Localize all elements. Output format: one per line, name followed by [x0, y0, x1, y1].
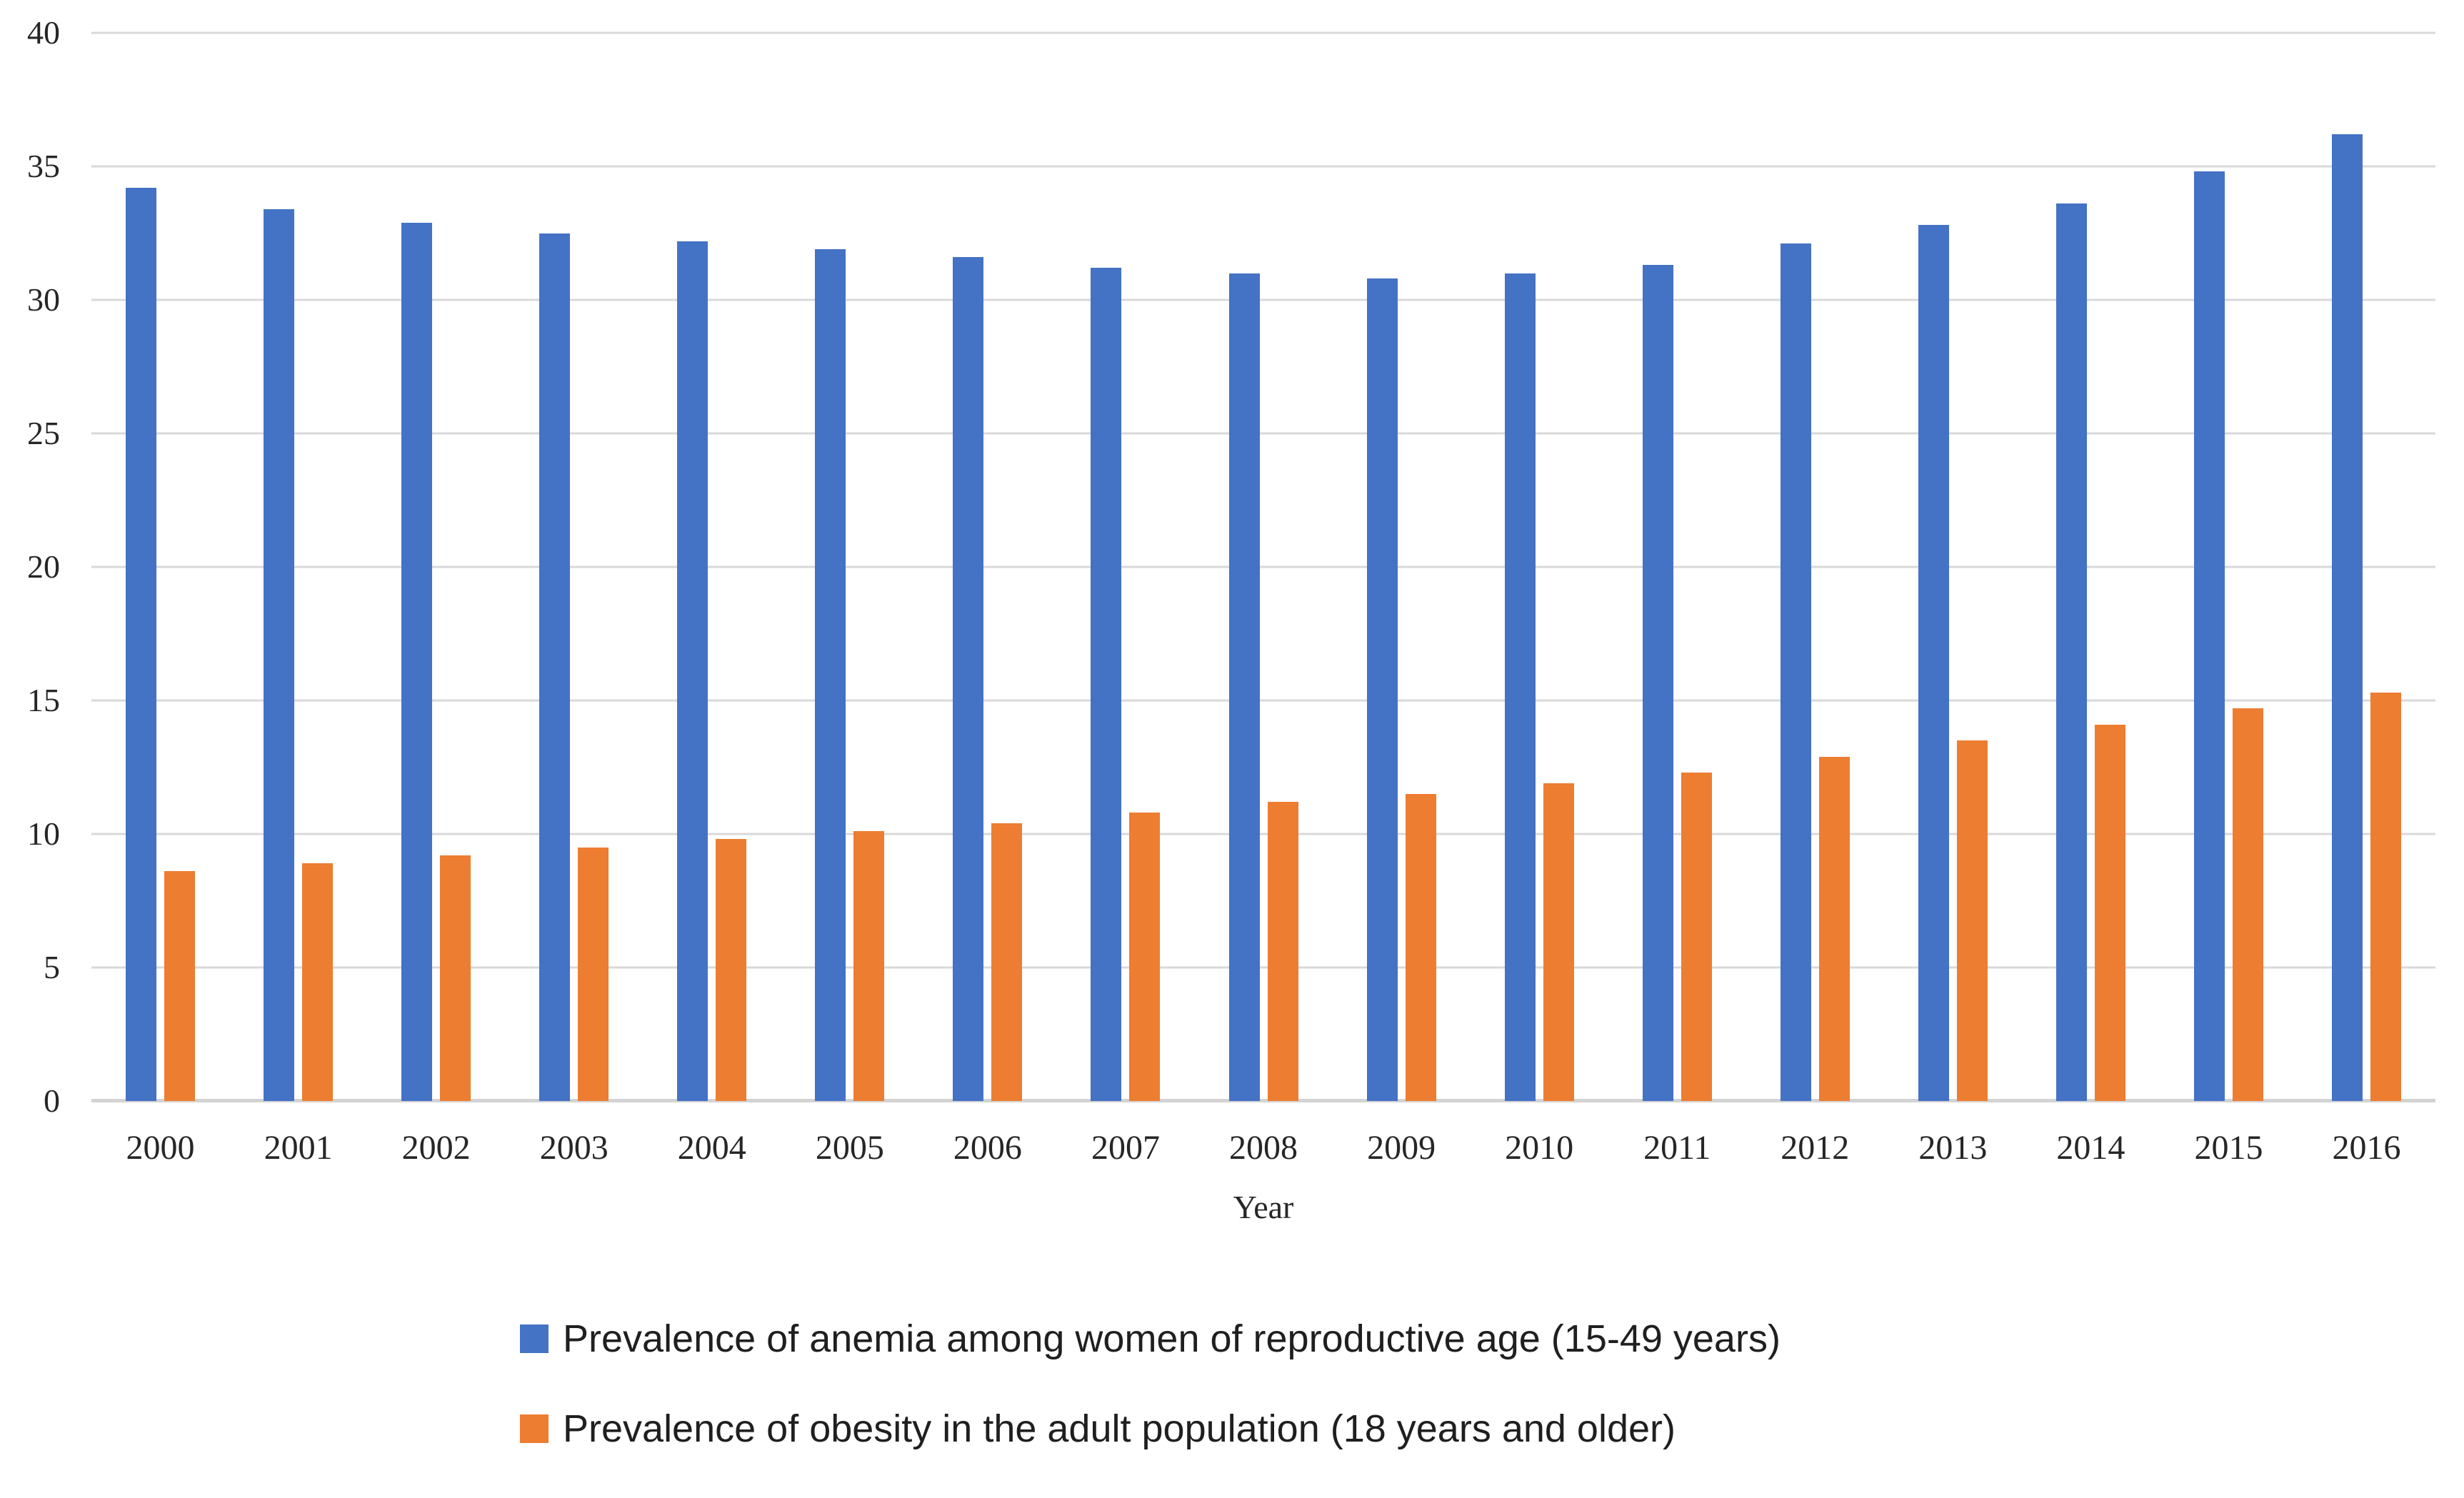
bar-obesity-2007: [1129, 813, 1161, 1101]
gridline: [91, 699, 2435, 702]
plot-area: [91, 31, 2435, 1102]
gridline: [91, 298, 2435, 301]
y-axis-labels: 0 5 10 15 20 25 30 35 40: [0, 16, 60, 1117]
x-tick-label: 2004: [677, 1129, 746, 1167]
x-axis-labels: 2000 2001 2002 2003 2004 2005 2006 2007 2008 2009…: [91, 1131, 2435, 1165]
x-tick-label: 2003: [539, 1129, 609, 1167]
bar-group-2015: [2160, 33, 2298, 1101]
legend-marker-anemia-icon: [520, 1324, 549, 1353]
x-tick-label: 2011: [1643, 1129, 1711, 1167]
bar-obesity-2015: [2232, 708, 2263, 1101]
x-tick-label: 2008: [1229, 1129, 1298, 1167]
bar-group-2012: [1746, 33, 1884, 1101]
y-tick-label: 35: [27, 148, 60, 184]
bar-group-2011: [1608, 33, 1746, 1101]
legend-marker-obesity-icon: [520, 1414, 549, 1443]
bar-anemia-2016: [2332, 134, 2363, 1101]
bar-anemia-2014: [2055, 203, 2087, 1101]
bar-obesity-2013: [1956, 740, 1988, 1101]
x-tick-label: 2015: [2194, 1129, 2263, 1167]
bar-anemia-2002: [401, 222, 433, 1101]
bar-group-2007: [1056, 33, 1194, 1101]
bar-anemia-2003: [539, 233, 571, 1101]
x-tick-label: 2016: [2332, 1129, 2401, 1167]
y-tick-label: 40: [27, 14, 60, 51]
x-tick-label: 2002: [401, 1129, 471, 1167]
x-tick-label: 2012: [1781, 1129, 1850, 1167]
bar-group-2003: [505, 33, 643, 1101]
legend-item-obesity: Prevalence of obesity in the adult popul…: [520, 1408, 1781, 1449]
y-tick-label: 15: [27, 682, 60, 718]
legend: Prevalence of anemia among women of repr…: [520, 1318, 1781, 1498]
bar-anemia-2006: [953, 257, 984, 1101]
bar-groups: [91, 33, 2435, 1101]
bar-anemia-2005: [815, 248, 846, 1101]
gridline: [91, 966, 2435, 969]
bar-anemia-2001: [264, 208, 295, 1101]
x-tick-label: 2000: [126, 1129, 195, 1167]
bar-anemia-2010: [1504, 273, 1536, 1101]
gridline: [91, 31, 2435, 34]
bar-anemia-2004: [677, 241, 708, 1101]
bar-obesity-2012: [1818, 756, 1850, 1101]
bar-obesity-2016: [2370, 692, 2402, 1101]
gridline: [91, 565, 2435, 568]
bar-group-2013: [1884, 33, 2022, 1101]
y-tick-label: 0: [44, 1082, 60, 1119]
x-tick-label: 2013: [1918, 1129, 1988, 1167]
legend-label-anemia: Prevalence of anemia among women of repr…: [563, 1317, 1781, 1360]
bar-group-2009: [1333, 33, 1471, 1101]
bar-anemia-2008: [1228, 273, 1260, 1101]
bar-group-2000: [91, 33, 229, 1101]
bar-group-2016: [2298, 33, 2435, 1101]
y-tick-label: 25: [27, 415, 60, 451]
x-tick-label: 2005: [815, 1129, 884, 1167]
bar-group-2010: [1471, 33, 1608, 1101]
bar-anemia-2011: [1642, 265, 1673, 1101]
y-tick-label: 5: [44, 949, 60, 985]
bar-group-2002: [367, 33, 505, 1101]
y-tick-label: 20: [27, 548, 60, 585]
bar-group-2008: [1195, 33, 1333, 1101]
bar-group-2005: [781, 33, 918, 1101]
bar-anemia-2009: [1366, 278, 1398, 1101]
bar-anemia-2000: [126, 187, 157, 1101]
bar-obesity-2001: [302, 863, 334, 1101]
x-tick-label: 2014: [2056, 1129, 2125, 1167]
bar-group-2006: [918, 33, 1056, 1101]
x-axis-title: Year: [1233, 1189, 1294, 1225]
bar-obesity-2005: [853, 831, 885, 1101]
bar-obesity-2014: [2094, 724, 2125, 1101]
bar-obesity-2009: [1405, 793, 1436, 1101]
y-tick-label: 30: [27, 281, 60, 318]
bar-obesity-2010: [1543, 783, 1574, 1101]
x-tick-label: 2001: [264, 1129, 333, 1167]
gridline: [91, 833, 2435, 835]
bar-group-2004: [643, 33, 781, 1101]
bar-group-2014: [2022, 33, 2160, 1101]
bar-group-2001: [229, 33, 367, 1101]
legend-item-anemia: Prevalence of anemia among women of repr…: [520, 1318, 1781, 1359]
bar-obesity-2002: [440, 855, 471, 1101]
bar-anemia-2015: [2193, 171, 2225, 1101]
bar-obesity-2003: [578, 847, 609, 1101]
x-axis-line: [91, 1099, 2435, 1102]
bar-obesity-2000: [164, 871, 196, 1101]
bar-obesity-2004: [716, 839, 747, 1101]
x-tick-label: 2010: [1505, 1129, 1574, 1167]
bar-obesity-2008: [1267, 802, 1298, 1101]
x-tick-label: 2006: [953, 1129, 1022, 1167]
gridline: [91, 165, 2435, 168]
legend-label-obesity: Prevalence of obesity in the adult popul…: [563, 1407, 1676, 1450]
x-tick-label: 2009: [1367, 1129, 1436, 1167]
bar-obesity-2006: [991, 823, 1023, 1101]
bar-obesity-2011: [1681, 772, 1712, 1101]
gridline: [91, 432, 2435, 435]
bar-anemia-2013: [1918, 225, 1949, 1101]
bar-anemia-2012: [1780, 243, 1811, 1101]
x-tick-label: 2007: [1091, 1129, 1160, 1167]
bar-anemia-2007: [1091, 268, 1122, 1101]
y-tick-label: 10: [27, 815, 60, 852]
